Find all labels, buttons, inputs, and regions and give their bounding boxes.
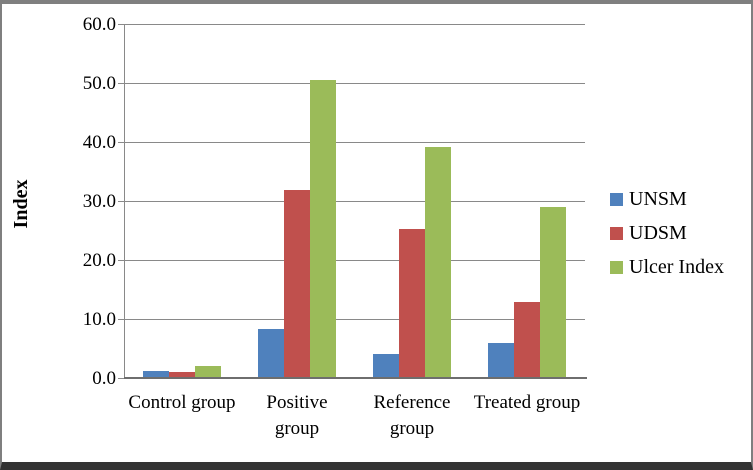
y-tick-label: 20.0 (82, 250, 116, 271)
gridline (124, 24, 585, 25)
y-tick-label: 60.0 (82, 14, 116, 35)
legend-swatch-icon (610, 226, 623, 240)
legend-item-udsm: UDSM (610, 222, 724, 244)
y-tick-label: 50.0 (82, 73, 116, 94)
y-tick-label: 0.0 (92, 368, 116, 389)
bar-ulcer-index (195, 366, 221, 378)
bar-unsm (143, 371, 169, 378)
bar-udsm (169, 372, 195, 378)
bar-udsm (514, 302, 540, 378)
x-category-label: Control group (128, 392, 236, 413)
bar-unsm (488, 343, 514, 378)
legend-item-unsm: UNSM (610, 188, 724, 210)
bar-unsm (258, 329, 284, 378)
y-tick-label: 30.0 (82, 191, 116, 212)
y-tick-label: 10.0 (82, 309, 116, 330)
bar-ulcer-index (540, 207, 566, 378)
legend-swatch-icon (610, 192, 623, 206)
y-axis-title: Index (10, 179, 32, 229)
y-tick-mark (118, 24, 124, 25)
bar-ulcer-index (425, 147, 451, 378)
gridline (124, 260, 585, 261)
x-category-label: Positive group (266, 392, 328, 439)
y-tick-mark (118, 201, 124, 202)
x-axis-line (124, 377, 587, 379)
x-category-label: Treated group (473, 392, 581, 413)
y-tick-mark (118, 83, 124, 84)
gridline (124, 83, 585, 84)
gridline (124, 201, 585, 202)
y-axis-line (124, 24, 125, 378)
y-tick-mark (118, 260, 124, 261)
bar-unsm (373, 354, 399, 378)
y-tick-mark (118, 142, 124, 143)
bar-ulcer-index (310, 80, 336, 378)
legend-label: Ulcer Index (629, 256, 724, 278)
gridline (124, 142, 585, 143)
legend-label: UNSM (629, 188, 687, 210)
legend: UNSM UDSM Ulcer Index (610, 188, 724, 290)
y-tick-mark (118, 319, 124, 320)
bar-udsm (284, 190, 310, 378)
gridline (124, 319, 585, 320)
y-tick-mark (118, 378, 124, 379)
legend-label: UDSM (629, 222, 687, 244)
x-category-label: Reference group (373, 392, 451, 439)
bar-udsm (399, 229, 425, 378)
legend-swatch-icon (610, 260, 623, 274)
legend-item-ulcer-index: Ulcer Index (610, 256, 724, 278)
y-tick-label: 40.0 (82, 132, 116, 153)
